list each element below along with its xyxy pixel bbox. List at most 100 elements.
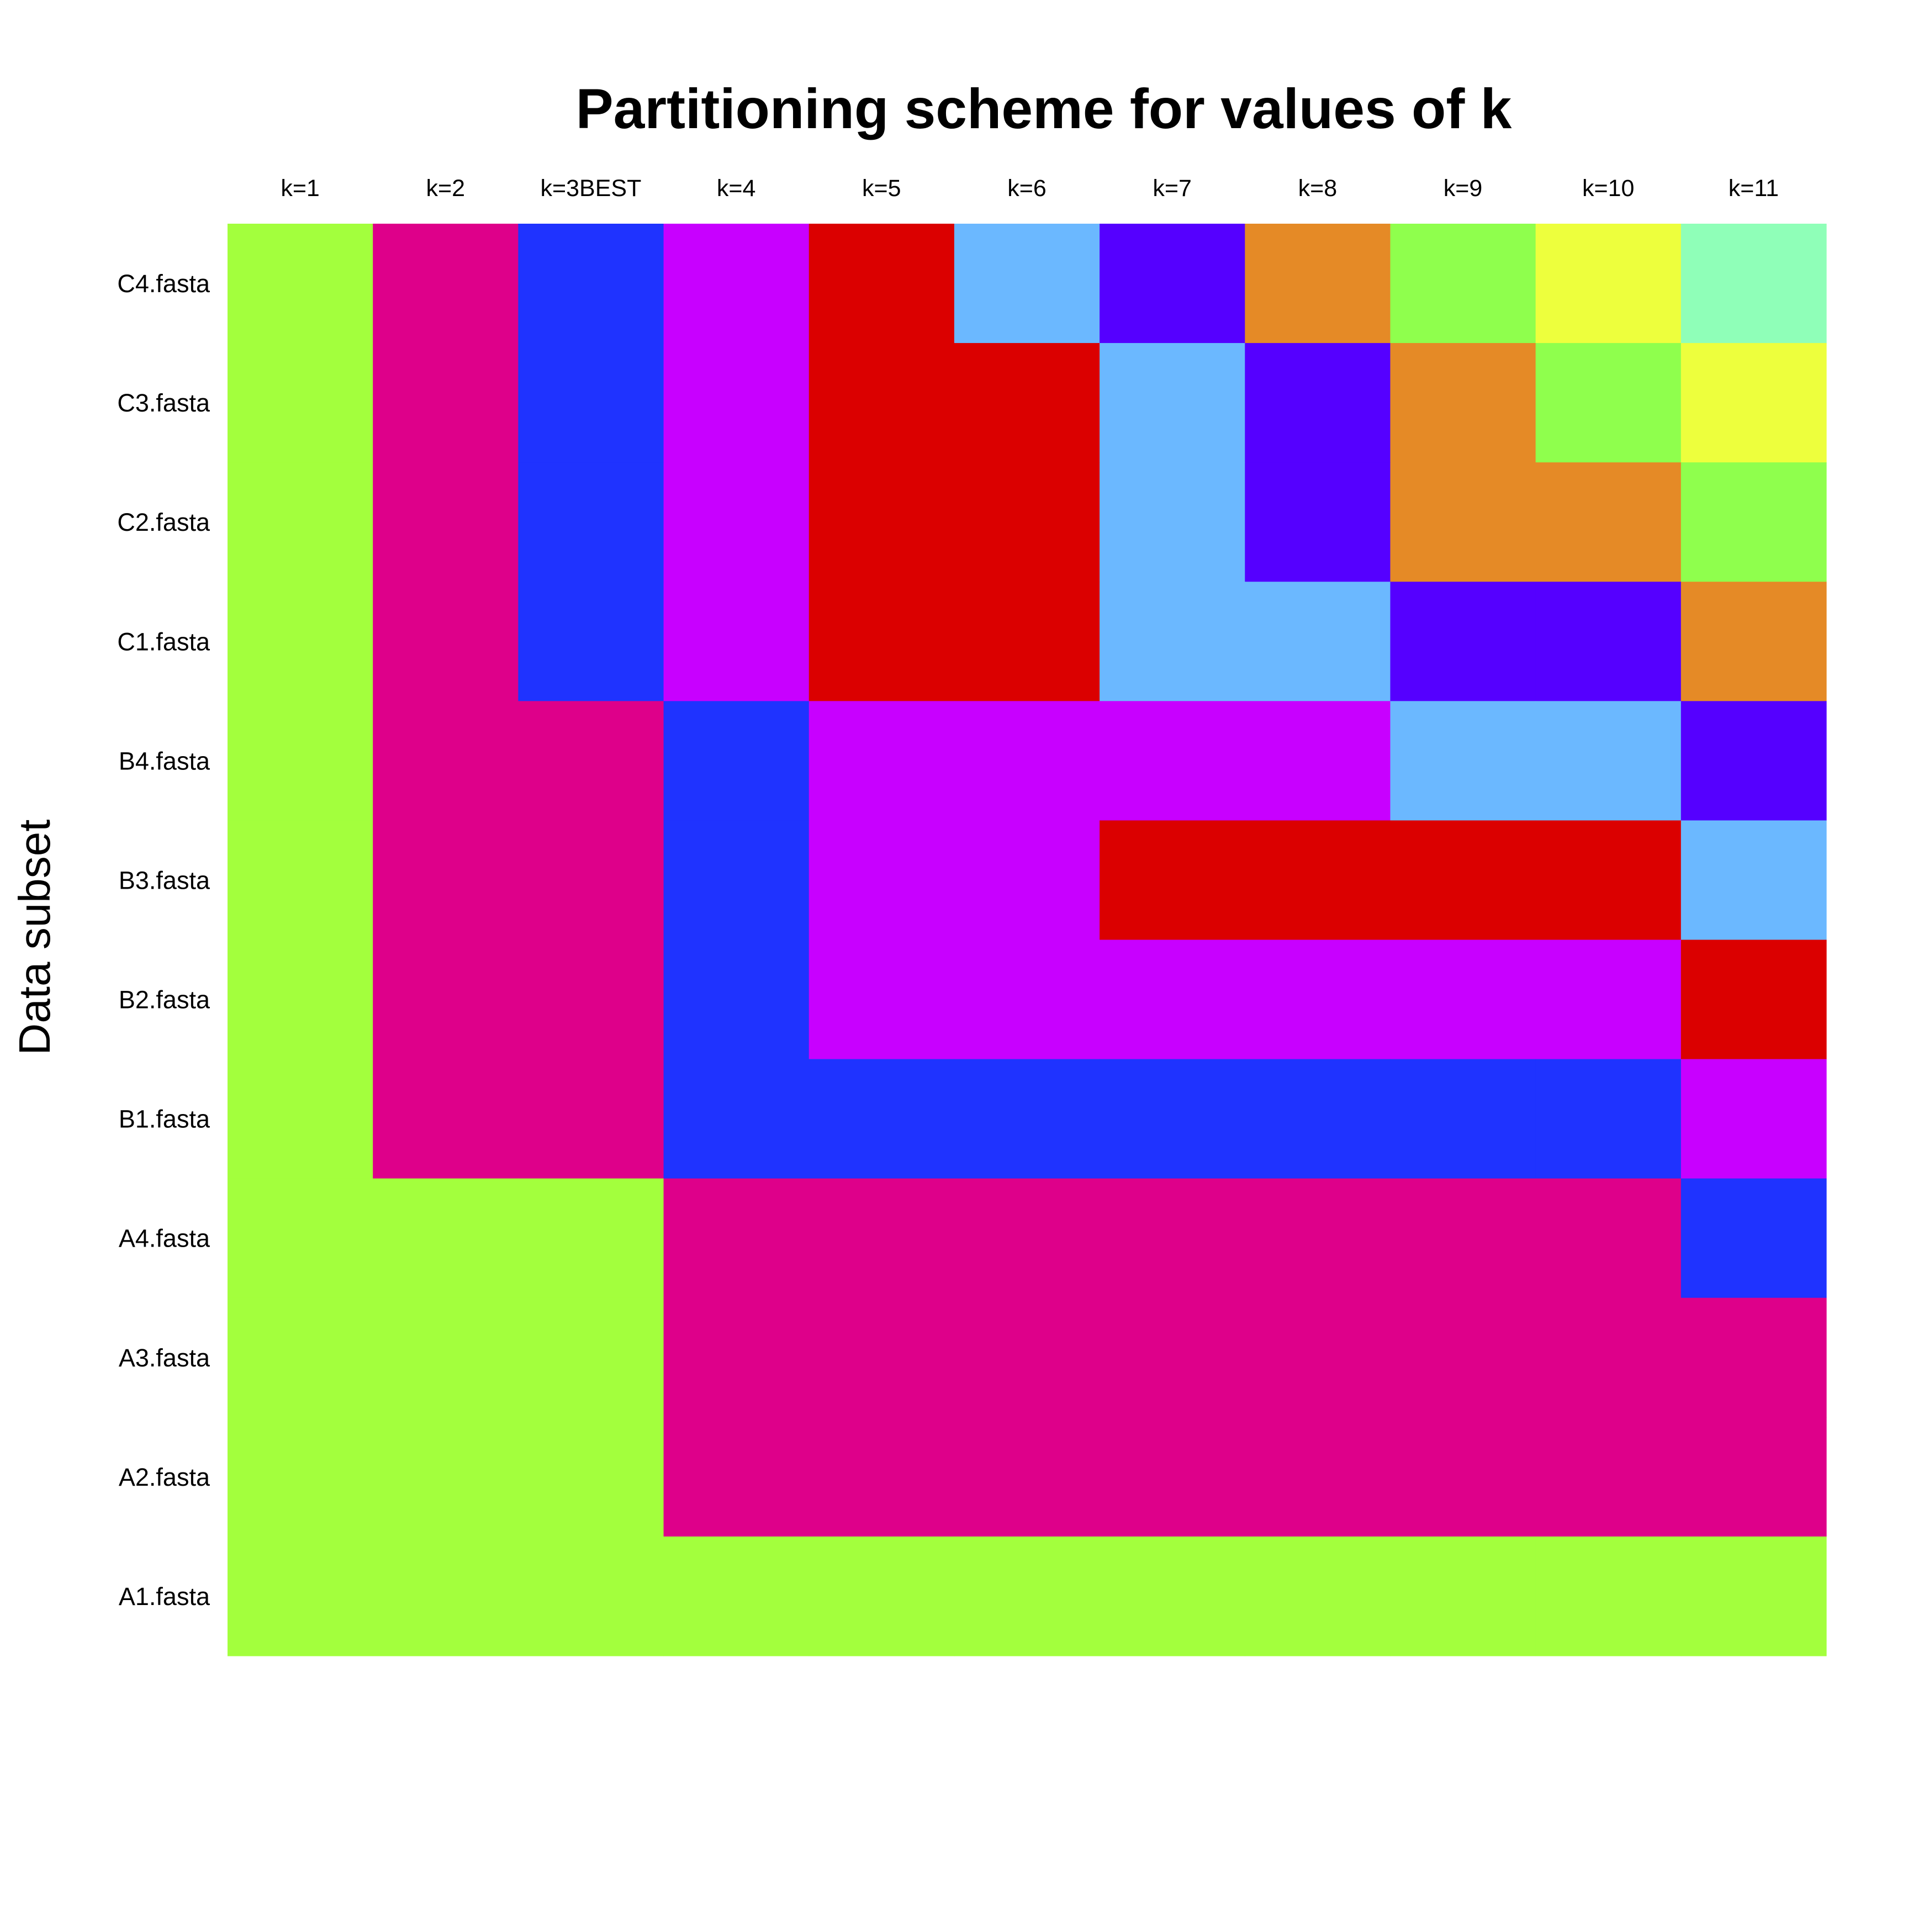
heatmap-cell-a3-k7 [1100, 1297, 1245, 1418]
heatmap-cell-a3-k2 [373, 1297, 519, 1418]
heatmap-cell-c2-k9 [1390, 462, 1536, 582]
heatmap-cell-b2-k5 [808, 939, 955, 1060]
heatmap-cell-c1-k11 [1680, 582, 1827, 701]
heatmap-cell-a4-k6 [954, 1178, 1100, 1298]
heatmap-cell-c1-k1 [228, 582, 373, 701]
heatmap-cell-c2-k6 [954, 462, 1100, 582]
heatmap-cell-a3-k9 [1390, 1297, 1536, 1418]
heatmap-cell-a2-k5 [808, 1417, 955, 1537]
heatmap-cell-a3-k11 [1680, 1297, 1827, 1418]
heatmap-cell-a4-k11 [1680, 1178, 1827, 1298]
heatmap-cell-a1-k3best [518, 1536, 664, 1656]
heatmap-cell-b3-k11 [1680, 820, 1827, 941]
heatmap-cell-c1-k4 [663, 582, 810, 701]
heatmap-cell-b4-k5 [808, 701, 955, 821]
heatmap-cell-c4-k2 [373, 224, 519, 344]
heatmap-cell-c4-k5 [808, 224, 955, 344]
heatmap-cell-a3-k4 [663, 1297, 810, 1418]
heatmap-cell-b4-k2 [373, 701, 519, 821]
heatmap-cell-b2-k8 [1245, 939, 1391, 1060]
heatmap-cell-a1-k9 [1390, 1536, 1536, 1656]
heatmap-cell-a4-k5 [808, 1178, 955, 1298]
row-label: C2.fasta [117, 508, 210, 536]
heatmap-cell-b1-k4 [663, 1059, 810, 1179]
heatmap-cell-b2-k1 [228, 939, 373, 1060]
heatmap-cell-b1-k2 [373, 1059, 519, 1179]
heatmap-cell-c3-k3best [518, 343, 664, 463]
column-label: k=11 [1729, 175, 1779, 202]
heatmap-cell-a2-k1 [228, 1417, 373, 1537]
heatmap-cell-a4-k7 [1100, 1178, 1245, 1298]
heatmap-cell-a4-k3best [518, 1178, 664, 1298]
heatmap-cell-b1-k6 [954, 1059, 1100, 1179]
heatmap-cell-b2-k10 [1535, 939, 1682, 1060]
row-label: A2.fasta [119, 1463, 210, 1491]
heatmap-cell-b1-k7 [1100, 1059, 1245, 1179]
heatmap-cell-a1-k8 [1245, 1536, 1391, 1656]
heatmap-cell-c4-k4 [663, 224, 810, 344]
heatmap-cell-c1-k5 [808, 582, 955, 701]
heatmap-cell-b1-k1 [228, 1059, 373, 1179]
heatmap-cell-c3-k2 [373, 343, 519, 463]
heatmap-cell-c1-k7 [1100, 582, 1245, 701]
column-label: k=8 [1298, 175, 1338, 202]
heatmap-cell-c1-k8 [1245, 582, 1391, 701]
heatmap-cell-c4-k9 [1390, 224, 1536, 344]
heatmap-cell-b3-k9 [1390, 820, 1536, 941]
heatmap-cell-c3-k4 [663, 343, 810, 463]
row-label: A1.fasta [119, 1582, 210, 1611]
heatmap-cell-c4-k7 [1100, 224, 1245, 344]
heatmap-cell-a2-k7 [1100, 1417, 1245, 1537]
column-label: k=5 [862, 175, 901, 202]
heatmap-cell-b1-k5 [808, 1059, 955, 1179]
heatmap-cell-c3-k6 [954, 343, 1100, 463]
heatmap-cell-b1-k8 [1245, 1059, 1391, 1179]
heatmap-cell-a1-k7 [1100, 1536, 1245, 1656]
y-axis-label: Data subset [10, 820, 59, 1055]
heatmap-cell-a1-k11 [1680, 1536, 1827, 1656]
heatmap-cell-a1-k5 [808, 1536, 955, 1656]
heatmap-cell-b3-k10 [1535, 820, 1682, 941]
heatmap-cell-b1-k11 [1680, 1059, 1827, 1179]
heatmap-cell-a2-k8 [1245, 1417, 1391, 1537]
row-label: B3.fasta [119, 866, 210, 894]
heatmap-cell-a2-k2 [373, 1417, 519, 1537]
row-label: B1.fasta [119, 1105, 210, 1133]
row-label: B4.fasta [119, 747, 210, 775]
column-label: k=10 [1582, 175, 1634, 202]
heatmap-cell-b4-k6 [954, 701, 1100, 821]
heatmap-cell-c2-k8 [1245, 462, 1391, 582]
heatmap-cell-c3-k11 [1680, 343, 1827, 463]
row-label: C4.fasta [117, 270, 210, 298]
heatmap-cell-c2-k1 [228, 462, 373, 582]
heatmap-cell-a4-k10 [1535, 1178, 1682, 1298]
heatmap-cell-a4-k8 [1245, 1178, 1391, 1298]
column-label: k=4 [717, 175, 756, 202]
heatmap-cell-a1-k1 [228, 1536, 373, 1656]
row-label: A3.fasta [119, 1344, 210, 1372]
heatmap-cell-a3-k6 [954, 1297, 1100, 1418]
heatmap-cell-b4-k11 [1680, 701, 1827, 821]
heatmap-cell-c1-k2 [373, 582, 519, 701]
heatmap-cell-b4-k4 [663, 701, 810, 821]
heatmap-cell-b4-k9 [1390, 701, 1536, 821]
heatmap-cell-b2-k9 [1390, 939, 1536, 1060]
heatmap-cell-b1-k3best [518, 1059, 664, 1179]
heatmap-cell-c1-k10 [1535, 582, 1682, 701]
heatmap-cell-a2-k6 [954, 1417, 1100, 1537]
heatmap-cell-b3-k4 [663, 820, 810, 941]
heatmap-cell-c1-k6 [954, 582, 1100, 701]
heatmap-cell-c4-k11 [1680, 224, 1827, 344]
heatmap-cell-b2-k3best [518, 939, 664, 1060]
heatmap-cell-b3-k7 [1100, 820, 1245, 941]
heatmap-cell-a4-k9 [1390, 1178, 1536, 1298]
heatmap-cell-b4-k7 [1100, 701, 1245, 821]
heatmap-cell-c3-k1 [228, 343, 373, 463]
chart-title: Partitioning scheme for values of k [576, 77, 1512, 140]
heatmap-cell-c4-k10 [1535, 224, 1682, 344]
heatmap-cell-a3-k3best [518, 1297, 664, 1418]
column-label: k=2 [426, 175, 466, 202]
heatmap-cell-b4-k3best [518, 701, 664, 821]
heatmap-cell-a2-k11 [1680, 1417, 1827, 1537]
column-label: k=9 [1444, 175, 1483, 202]
